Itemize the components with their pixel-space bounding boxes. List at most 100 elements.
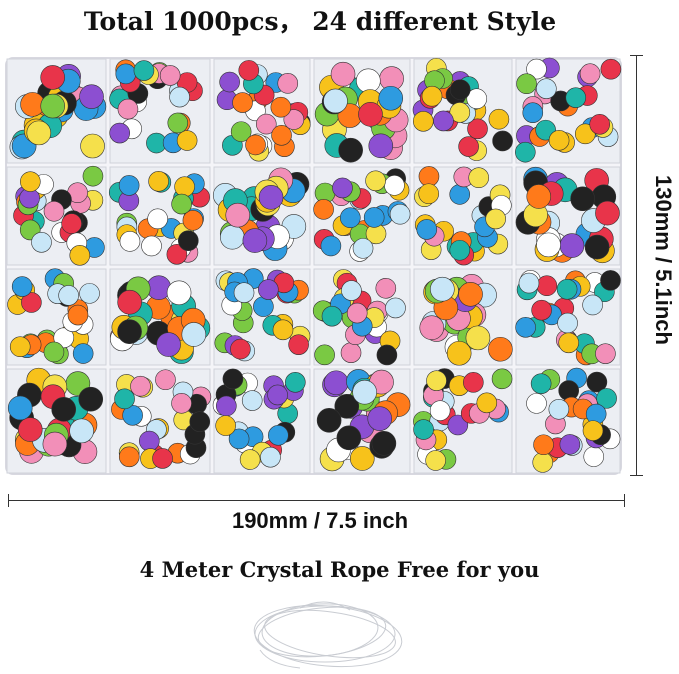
bead	[115, 63, 137, 85]
compartment	[6, 367, 107, 474]
bead	[584, 234, 610, 260]
bead	[42, 431, 68, 457]
bead	[458, 281, 483, 307]
bead	[468, 167, 490, 189]
bead	[167, 112, 189, 134]
bead	[536, 232, 561, 258]
bead	[492, 130, 513, 152]
compartment	[6, 58, 107, 164]
bead	[518, 272, 540, 294]
bead	[548, 130, 570, 151]
bead	[352, 379, 377, 405]
bead	[122, 405, 143, 426]
bead	[147, 208, 168, 230]
bead	[156, 332, 181, 357]
bead	[169, 86, 190, 108]
crystal-rope-image	[253, 601, 403, 669]
bead	[433, 110, 454, 132]
bead	[155, 369, 176, 391]
bead	[358, 102, 383, 127]
compartment	[213, 268, 311, 366]
height-dimension-line	[636, 55, 637, 475]
bead	[314, 344, 335, 366]
bead	[43, 341, 65, 363]
compartment	[109, 58, 211, 164]
bead	[384, 175, 405, 196]
bead	[117, 289, 142, 315]
compartment	[109, 368, 212, 474]
bead	[583, 446, 605, 467]
bead	[267, 384, 288, 406]
bead	[119, 231, 141, 252]
compartment	[213, 58, 311, 164]
bead	[171, 193, 192, 215]
bead	[61, 213, 82, 234]
bead	[449, 184, 471, 205]
bead	[288, 334, 309, 355]
bead	[82, 165, 104, 187]
bead	[515, 141, 536, 163]
bead	[536, 275, 558, 297]
bead	[596, 388, 617, 409]
compartment	[212, 166, 311, 266]
bead	[171, 392, 192, 414]
width-tick-left	[8, 494, 9, 507]
bead	[336, 425, 362, 451]
width-label: 190mm / 7.5 inch	[231, 508, 409, 533]
bead	[356, 68, 381, 94]
bead	[559, 434, 581, 455]
bead	[176, 130, 198, 151]
bead	[600, 58, 622, 80]
bead	[595, 200, 620, 226]
bead	[416, 219, 438, 240]
compartment	[515, 166, 621, 266]
bead	[352, 238, 374, 259]
height-tick-bottom	[630, 475, 643, 476]
bead	[368, 133, 394, 159]
bead	[148, 171, 169, 192]
bead	[421, 85, 443, 107]
bead	[341, 280, 362, 301]
bead	[245, 134, 266, 156]
bead	[181, 322, 207, 347]
bead	[78, 386, 104, 412]
bead	[530, 373, 552, 394]
bead	[130, 375, 151, 397]
bead	[321, 305, 343, 327]
bead	[320, 235, 342, 257]
bead	[531, 299, 552, 321]
bead	[258, 279, 279, 300]
bead	[9, 336, 31, 358]
bead	[548, 398, 570, 420]
bead	[338, 137, 363, 163]
bead	[271, 124, 292, 146]
bead	[11, 276, 33, 297]
compartment	[6, 268, 107, 366]
compartment	[515, 57, 622, 164]
bead	[242, 228, 268, 253]
bead	[255, 113, 277, 135]
bead	[233, 282, 255, 303]
bead	[228, 428, 250, 450]
bead	[367, 406, 393, 431]
bead	[69, 418, 94, 444]
bead	[238, 60, 260, 81]
bead	[526, 393, 547, 414]
bead	[488, 108, 510, 130]
compartment	[313, 166, 411, 266]
bead	[466, 88, 488, 110]
bead	[118, 446, 140, 468]
bead	[272, 319, 294, 341]
bead	[72, 343, 94, 364]
compartment	[412, 57, 513, 164]
bead	[375, 277, 397, 299]
compartment	[413, 368, 513, 474]
bead	[516, 73, 537, 95]
bead	[283, 109, 305, 130]
bead	[349, 446, 375, 471]
compartment	[313, 58, 411, 164]
bead	[558, 332, 579, 354]
bead	[141, 235, 162, 257]
bead	[323, 370, 349, 396]
bead	[526, 58, 547, 80]
